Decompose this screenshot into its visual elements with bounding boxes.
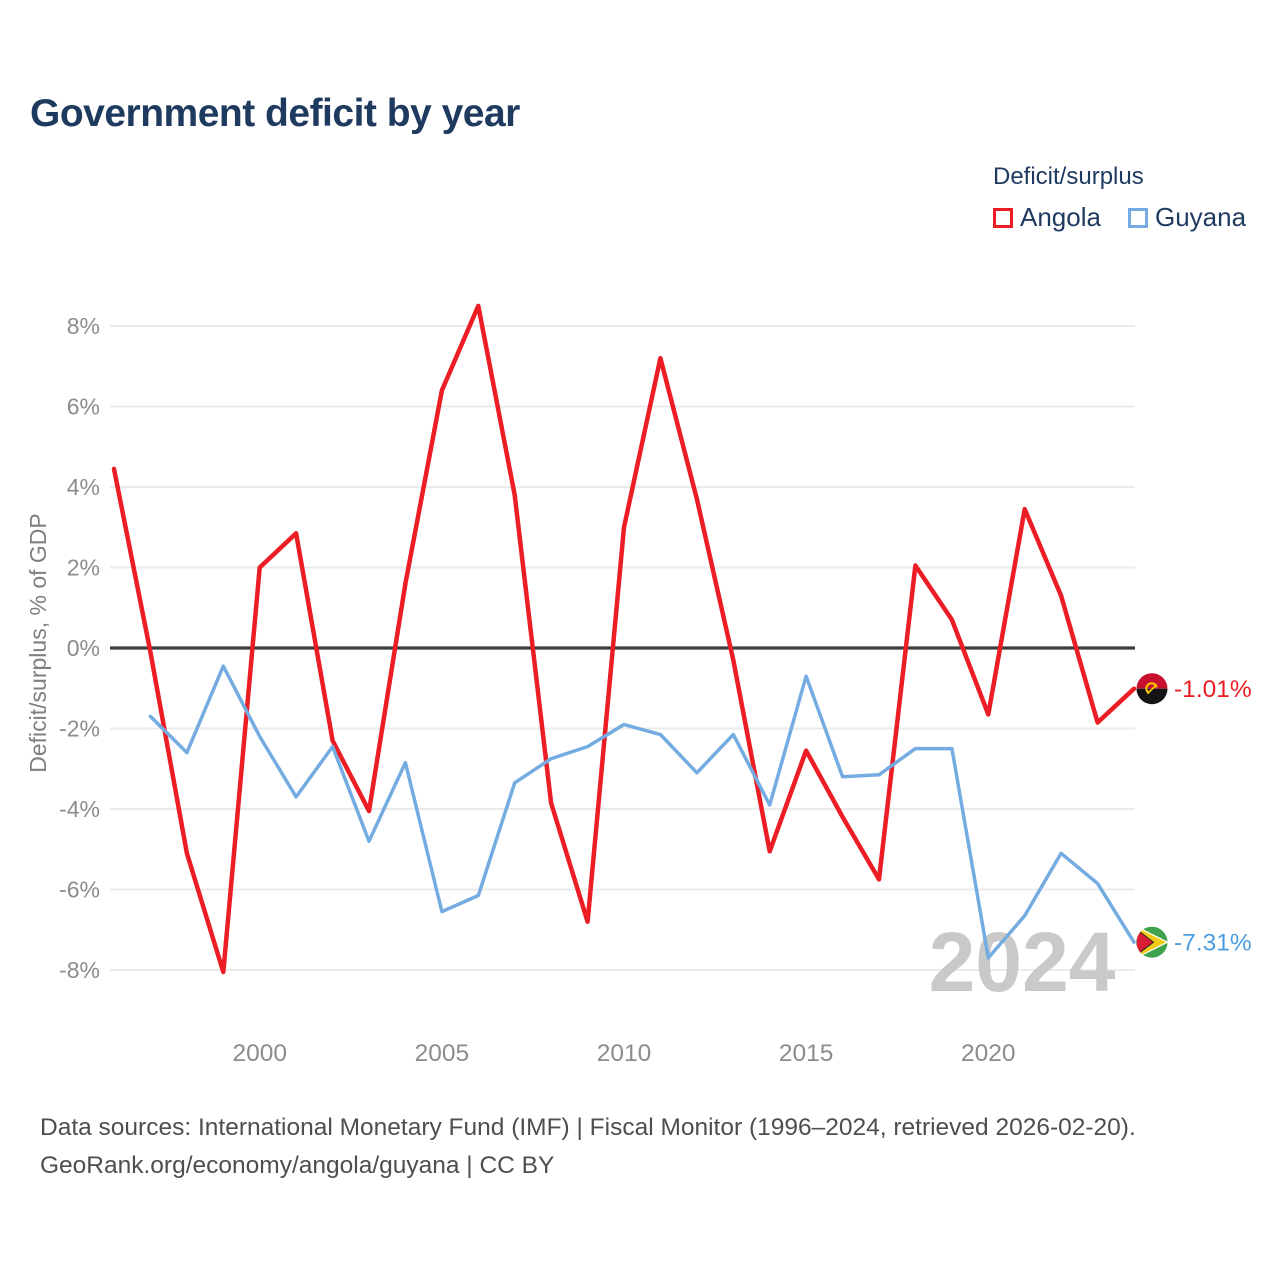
angola-swatch-icon xyxy=(993,207,1013,228)
x-tick-label: 2020 xyxy=(961,1040,1016,1067)
y-tick-label: -8% xyxy=(59,957,100,983)
guyana-line xyxy=(148,664,1136,960)
angola-flag-icon xyxy=(1136,673,1168,705)
legend-label-guyana: Guyana xyxy=(1154,202,1247,232)
footer-source-line: Data sources: International Monetary Fun… xyxy=(40,1114,1136,1141)
legend-item-guyana[interactable]: Guyana xyxy=(1127,202,1247,233)
guyana-swatch-icon xyxy=(1127,207,1148,228)
angola-end-label: -1.01% xyxy=(1174,676,1252,703)
x-tick-label: 2015 xyxy=(779,1040,834,1067)
y-axis-title: Deficit/surplus, % of GDP xyxy=(25,513,51,772)
chart-legend: Deficit/surplus Angola Guyana xyxy=(993,163,1246,233)
x-tick-label: 2010 xyxy=(597,1040,652,1067)
y-tick-label: 8% xyxy=(67,313,100,339)
legend-label-angola: Angola xyxy=(1020,202,1101,232)
guyana-flag-icon xyxy=(1136,926,1168,958)
y-tick-label: 6% xyxy=(67,394,100,420)
legend-item-angola[interactable]: Angola xyxy=(993,202,1101,233)
y-tick-label: 4% xyxy=(67,474,100,500)
y-tick-label: 0% xyxy=(67,635,100,661)
y-tick-label: 2% xyxy=(67,555,100,581)
legend-title: Deficit/surplus xyxy=(993,163,1144,190)
angola-line xyxy=(111,303,1137,975)
y-tick-label: -2% xyxy=(59,716,100,742)
y-tick-label: -4% xyxy=(59,796,100,822)
chart-footer: Data sources: International Monetary Fun… xyxy=(40,1109,1136,1185)
y-tick-label: -6% xyxy=(59,877,100,903)
page-title: Government deficit by year xyxy=(30,92,520,135)
guyana-end-label: -7.31% xyxy=(1174,930,1252,957)
footer-attribution-line: GeoRank.org/economy/angola/guyana | CC B… xyxy=(40,1152,555,1179)
x-tick-label: 2000 xyxy=(232,1040,287,1067)
watermark-year: 2024 xyxy=(929,915,1116,1009)
x-tick-label: 2005 xyxy=(415,1040,470,1067)
